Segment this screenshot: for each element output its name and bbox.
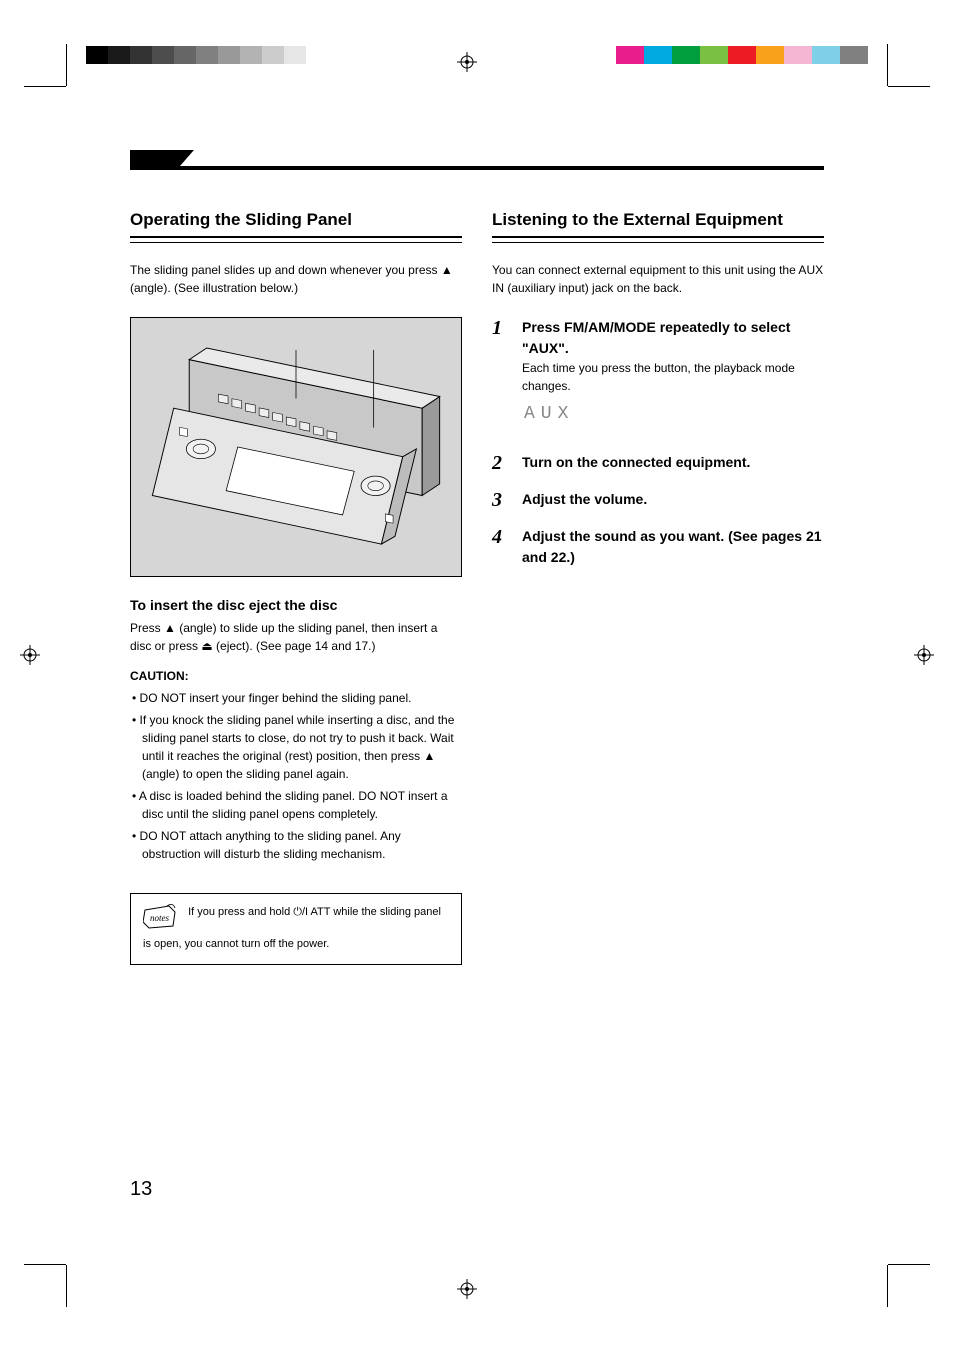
intro-text: The sliding panel slides up and down whe…	[130, 261, 462, 297]
swatch	[840, 46, 868, 64]
step-body: Turn on the connected equipment.	[522, 452, 824, 475]
swatch	[756, 46, 784, 64]
horizontal-rule	[492, 242, 824, 243]
horizontal-rule	[130, 242, 462, 243]
swatch	[218, 46, 240, 64]
swatch	[130, 46, 152, 64]
step-head: Adjust the volume.	[522, 489, 824, 510]
color-swatch-strip	[616, 46, 868, 64]
note-body-pre: If you press and hold	[188, 906, 293, 918]
step: 2 Turn on the connected equipment.	[492, 452, 824, 475]
swatch	[812, 46, 840, 64]
caution-label: CAUTION:	[130, 669, 189, 683]
step-number: 2	[492, 452, 510, 475]
swatch	[616, 46, 644, 64]
swatch	[262, 46, 284, 64]
crop-mark	[888, 1264, 930, 1265]
registration-mark-icon	[20, 645, 40, 665]
caution-block: CAUTION: • DO NOT insert your finger beh…	[130, 667, 462, 863]
section-arrow-tab-icon	[130, 150, 180, 166]
step-body: Press FM/AM/MODE repeatedly to select "A…	[522, 317, 824, 438]
crop-mark	[24, 1264, 66, 1265]
note-text: If you press and hold ⏻/I ATT while the …	[143, 906, 441, 950]
swatch	[700, 46, 728, 64]
intro-text: You can connect external equipment to th…	[492, 261, 824, 297]
svg-text:notes: notes	[150, 913, 169, 923]
swatch	[728, 46, 756, 64]
swatch	[174, 46, 196, 64]
step-head: Adjust the sound as you want. (See pages…	[522, 526, 824, 568]
swatch	[644, 46, 672, 64]
registration-mark-icon	[457, 1279, 477, 1299]
step: 1 Press FM/AM/MODE repeatedly to select "…	[492, 317, 824, 438]
crop-mark	[66, 44, 67, 86]
section-title-sliding-panel: Operating the Sliding Panel	[130, 210, 462, 238]
note-box: notes If you press and hold ⏻/I ATT whil…	[130, 893, 462, 965]
caution-bullet: • A disc is loaded behind the sliding pa…	[130, 787, 462, 823]
swatch	[284, 46, 306, 64]
step-head: Turn on the connected equipment.	[522, 452, 824, 473]
swatch	[672, 46, 700, 64]
aux-display-label: AUX	[524, 401, 824, 428]
crop-mark	[24, 86, 66, 87]
caution-bullet: • DO NOT insert your finger behind the s…	[130, 689, 462, 707]
step-number: 4	[492, 526, 510, 568]
section-title-external-equipment: Listening to the External Equipment	[492, 210, 824, 238]
eject-body: Press ▲ (angle) to slide up the sliding …	[130, 619, 462, 655]
swatch	[108, 46, 130, 64]
right-column: Listening to the External Equipment You …	[492, 210, 824, 965]
registration-mark-icon	[457, 52, 477, 72]
swatch	[784, 46, 812, 64]
step: 3 Adjust the volume.	[492, 489, 824, 512]
crop-mark	[66, 1265, 67, 1307]
swatch	[152, 46, 174, 64]
step-body: Adjust the sound as you want. (See pages…	[522, 526, 824, 568]
crop-mark	[888, 86, 930, 87]
eject-subhead: To insert the disc eject the disc	[130, 597, 462, 613]
page-number: 13	[130, 1178, 152, 1201]
notes-icon: notes	[143, 904, 177, 936]
step: 4 Adjust the sound as you want. (See page…	[492, 526, 824, 568]
step-number: 3	[492, 489, 510, 512]
grayscale-swatch-strip	[86, 46, 306, 64]
crop-mark	[887, 1265, 888, 1307]
caution-bullet: • If you knock the sliding panel while i…	[130, 711, 462, 783]
crop-mark	[887, 44, 888, 86]
registration-mark-icon	[914, 645, 934, 665]
left-column: Operating the Sliding Panel The sliding …	[130, 210, 462, 965]
caution-bullet: • DO NOT attach anything to the sliding …	[130, 827, 462, 863]
step-body: Adjust the volume.	[522, 489, 824, 512]
sliding-panel-illustration	[130, 317, 462, 577]
page-content: Operating the Sliding Panel The sliding …	[130, 150, 824, 1201]
swatch	[196, 46, 218, 64]
step-sub: Each time you press the button, the play…	[522, 359, 824, 395]
swatch	[240, 46, 262, 64]
horizontal-rule	[130, 166, 824, 170]
power-icon: ⏻/I	[293, 906, 308, 918]
step-head: Press FM/AM/MODE repeatedly to select "A…	[522, 317, 824, 359]
swatch	[86, 46, 108, 64]
step-number: 1	[492, 317, 510, 438]
